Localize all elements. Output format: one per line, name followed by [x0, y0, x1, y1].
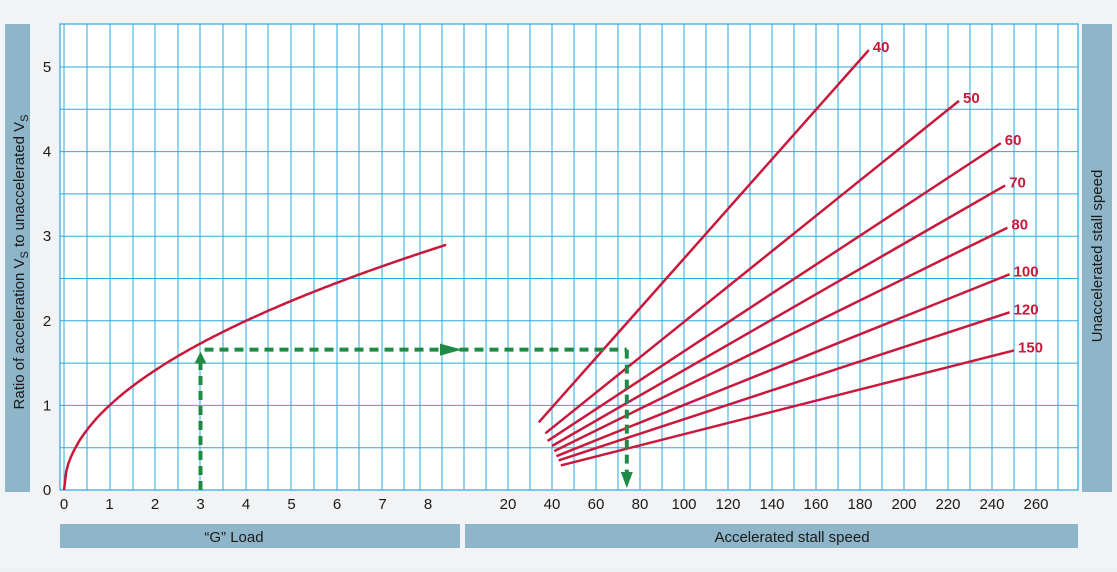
stall-speed-tick-label: 160 [803, 496, 828, 513]
stall-speed-tick-label: 260 [1023, 496, 1048, 513]
y-tick-label: 2 [43, 313, 51, 330]
stall-speed-line-40 [537, 49, 870, 424]
stall-speed-tick-label: 220 [935, 496, 960, 513]
stall-speed-tick-label: 200 [891, 496, 916, 513]
right-axis-band [1082, 24, 1112, 492]
stall-speed-tick-label: 80 [632, 496, 649, 513]
g-load-tick-label: 5 [287, 496, 295, 513]
y-tick-label: 3 [43, 228, 51, 245]
stall-speed-line-150 [560, 349, 1015, 467]
stall-speed-label-50: 50 [963, 90, 980, 107]
g-load-tick-label: 3 [196, 496, 204, 513]
y-tick-label: 0 [43, 482, 51, 499]
stall-speed-tick-label: 240 [979, 496, 1004, 513]
example-guide-lines [194, 343, 633, 490]
g-load-tick-label: 0 [60, 496, 68, 513]
stall-speed-tick-label: 40 [544, 496, 561, 513]
guide-arrow-down [620, 472, 633, 488]
y-tick-label: 1 [43, 397, 51, 414]
stall-speed-tick-label: 20 [500, 496, 517, 513]
accelerated-stall-speed-label: Accelerated stall speed [714, 529, 869, 546]
stall-speed-label-80: 80 [1011, 217, 1028, 234]
stall-speed-label-150: 150 [1018, 339, 1043, 356]
stall-speed-tick-label: 140 [759, 496, 784, 513]
g-load-tick-label: 2 [151, 496, 159, 513]
stall-speed-label-120: 120 [1014, 301, 1039, 318]
curves [62, 49, 1015, 491]
right-axis-label: Unaccelerated stall speed [1089, 170, 1106, 343]
stall-speed-line-100 [555, 273, 1011, 458]
stall-speed-line-80 [553, 226, 1008, 453]
y-tick-labels: 0 1 2 3 4 5 [43, 59, 51, 499]
g-load-tick-label: 1 [105, 496, 113, 513]
stall-speed-line-60 [546, 142, 1002, 442]
y-tick-label: 5 [43, 59, 51, 76]
g-load-tick-label: 8 [424, 496, 432, 513]
stall-speed-tick-label: 60 [588, 496, 605, 513]
g-load-curve [62, 243, 447, 491]
stall-speed-tick-label: 180 [847, 496, 872, 513]
g-load-label: “G” Load [204, 529, 263, 546]
g-load-tick-label: 4 [242, 496, 250, 513]
stall-speed-labels: 40 50 60 70 80 100 120 150 [873, 39, 1043, 356]
g-load-tick-label: 7 [378, 496, 386, 513]
stall-speed-tick-label: 120 [715, 496, 740, 513]
left-axis-band [5, 24, 30, 492]
stall-speed-label-60: 60 [1005, 132, 1022, 149]
g-load-tick-label: 6 [333, 496, 341, 513]
stall-speed-label-70: 70 [1009, 174, 1026, 191]
y-tick-label: 4 [43, 144, 51, 161]
x-tick-labels: 0 1 2 3 4 5 6 7 8 20 40 60 80 100 120 140 160 180 200 220 24… [60, 496, 1049, 513]
stall-speed-line-50 [544, 99, 960, 435]
grid [60, 24, 1078, 490]
stall-speed-line-120 [558, 311, 1010, 462]
stall-speed-tick-label: 100 [671, 496, 696, 513]
guide-arrow-up [194, 351, 207, 364]
plot-area [60, 24, 1078, 490]
y-axis-label: Ratio of acceleration VS to unaccelerate… [11, 115, 31, 410]
stall-speed-label-100: 100 [1014, 263, 1039, 280]
g-load-band [60, 524, 460, 548]
guide-arrow-right [440, 343, 462, 356]
stall-speed-band [465, 524, 1078, 548]
stall-speed-label-40: 40 [873, 39, 890, 56]
plot-border [59, 23, 1079, 491]
